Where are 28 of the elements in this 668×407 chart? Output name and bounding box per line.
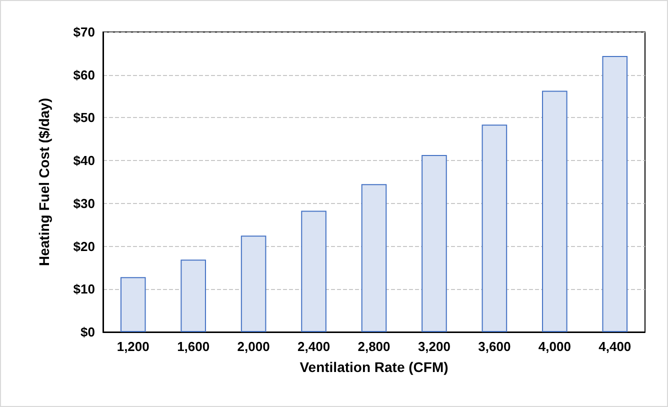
y-tick-label: $50 <box>73 110 95 126</box>
x-tick-label: 2,800 <box>358 339 390 354</box>
bar <box>482 124 508 332</box>
y-tick-label: $40 <box>73 153 95 168</box>
x-tick-label: 2,400 <box>298 339 330 354</box>
bar <box>240 236 266 332</box>
x-tick-label: 2,000 <box>237 339 270 354</box>
y-tick-label: $0 <box>80 324 95 340</box>
bar <box>422 155 447 332</box>
bar <box>180 260 206 332</box>
y-tick-label: $70 <box>73 24 95 40</box>
x-tick-label: 4,400 <box>598 339 632 354</box>
x-tick-label: 3,200 <box>418 339 450 354</box>
x-tick-label: 4,000 <box>538 339 571 354</box>
y-tick-label: $20 <box>73 238 95 254</box>
y-tick-label: $30 <box>73 196 95 211</box>
bar <box>602 56 628 332</box>
x-axis-title: Ventilation Rate (CFM) <box>300 359 448 375</box>
y-tick-label: $10 <box>73 282 95 297</box>
bar <box>542 90 568 332</box>
bar <box>361 184 387 332</box>
y-axis-title: Heating Fuel Cost ($/day) <box>36 98 52 266</box>
x-tick-label: 1,600 <box>177 339 210 354</box>
bar <box>120 277 146 332</box>
y-tick-label: $60 <box>73 67 95 82</box>
x-tick-label: 3,600 <box>478 339 511 354</box>
x-tick-label: 1,200 <box>116 339 150 354</box>
bar <box>301 210 326 332</box>
